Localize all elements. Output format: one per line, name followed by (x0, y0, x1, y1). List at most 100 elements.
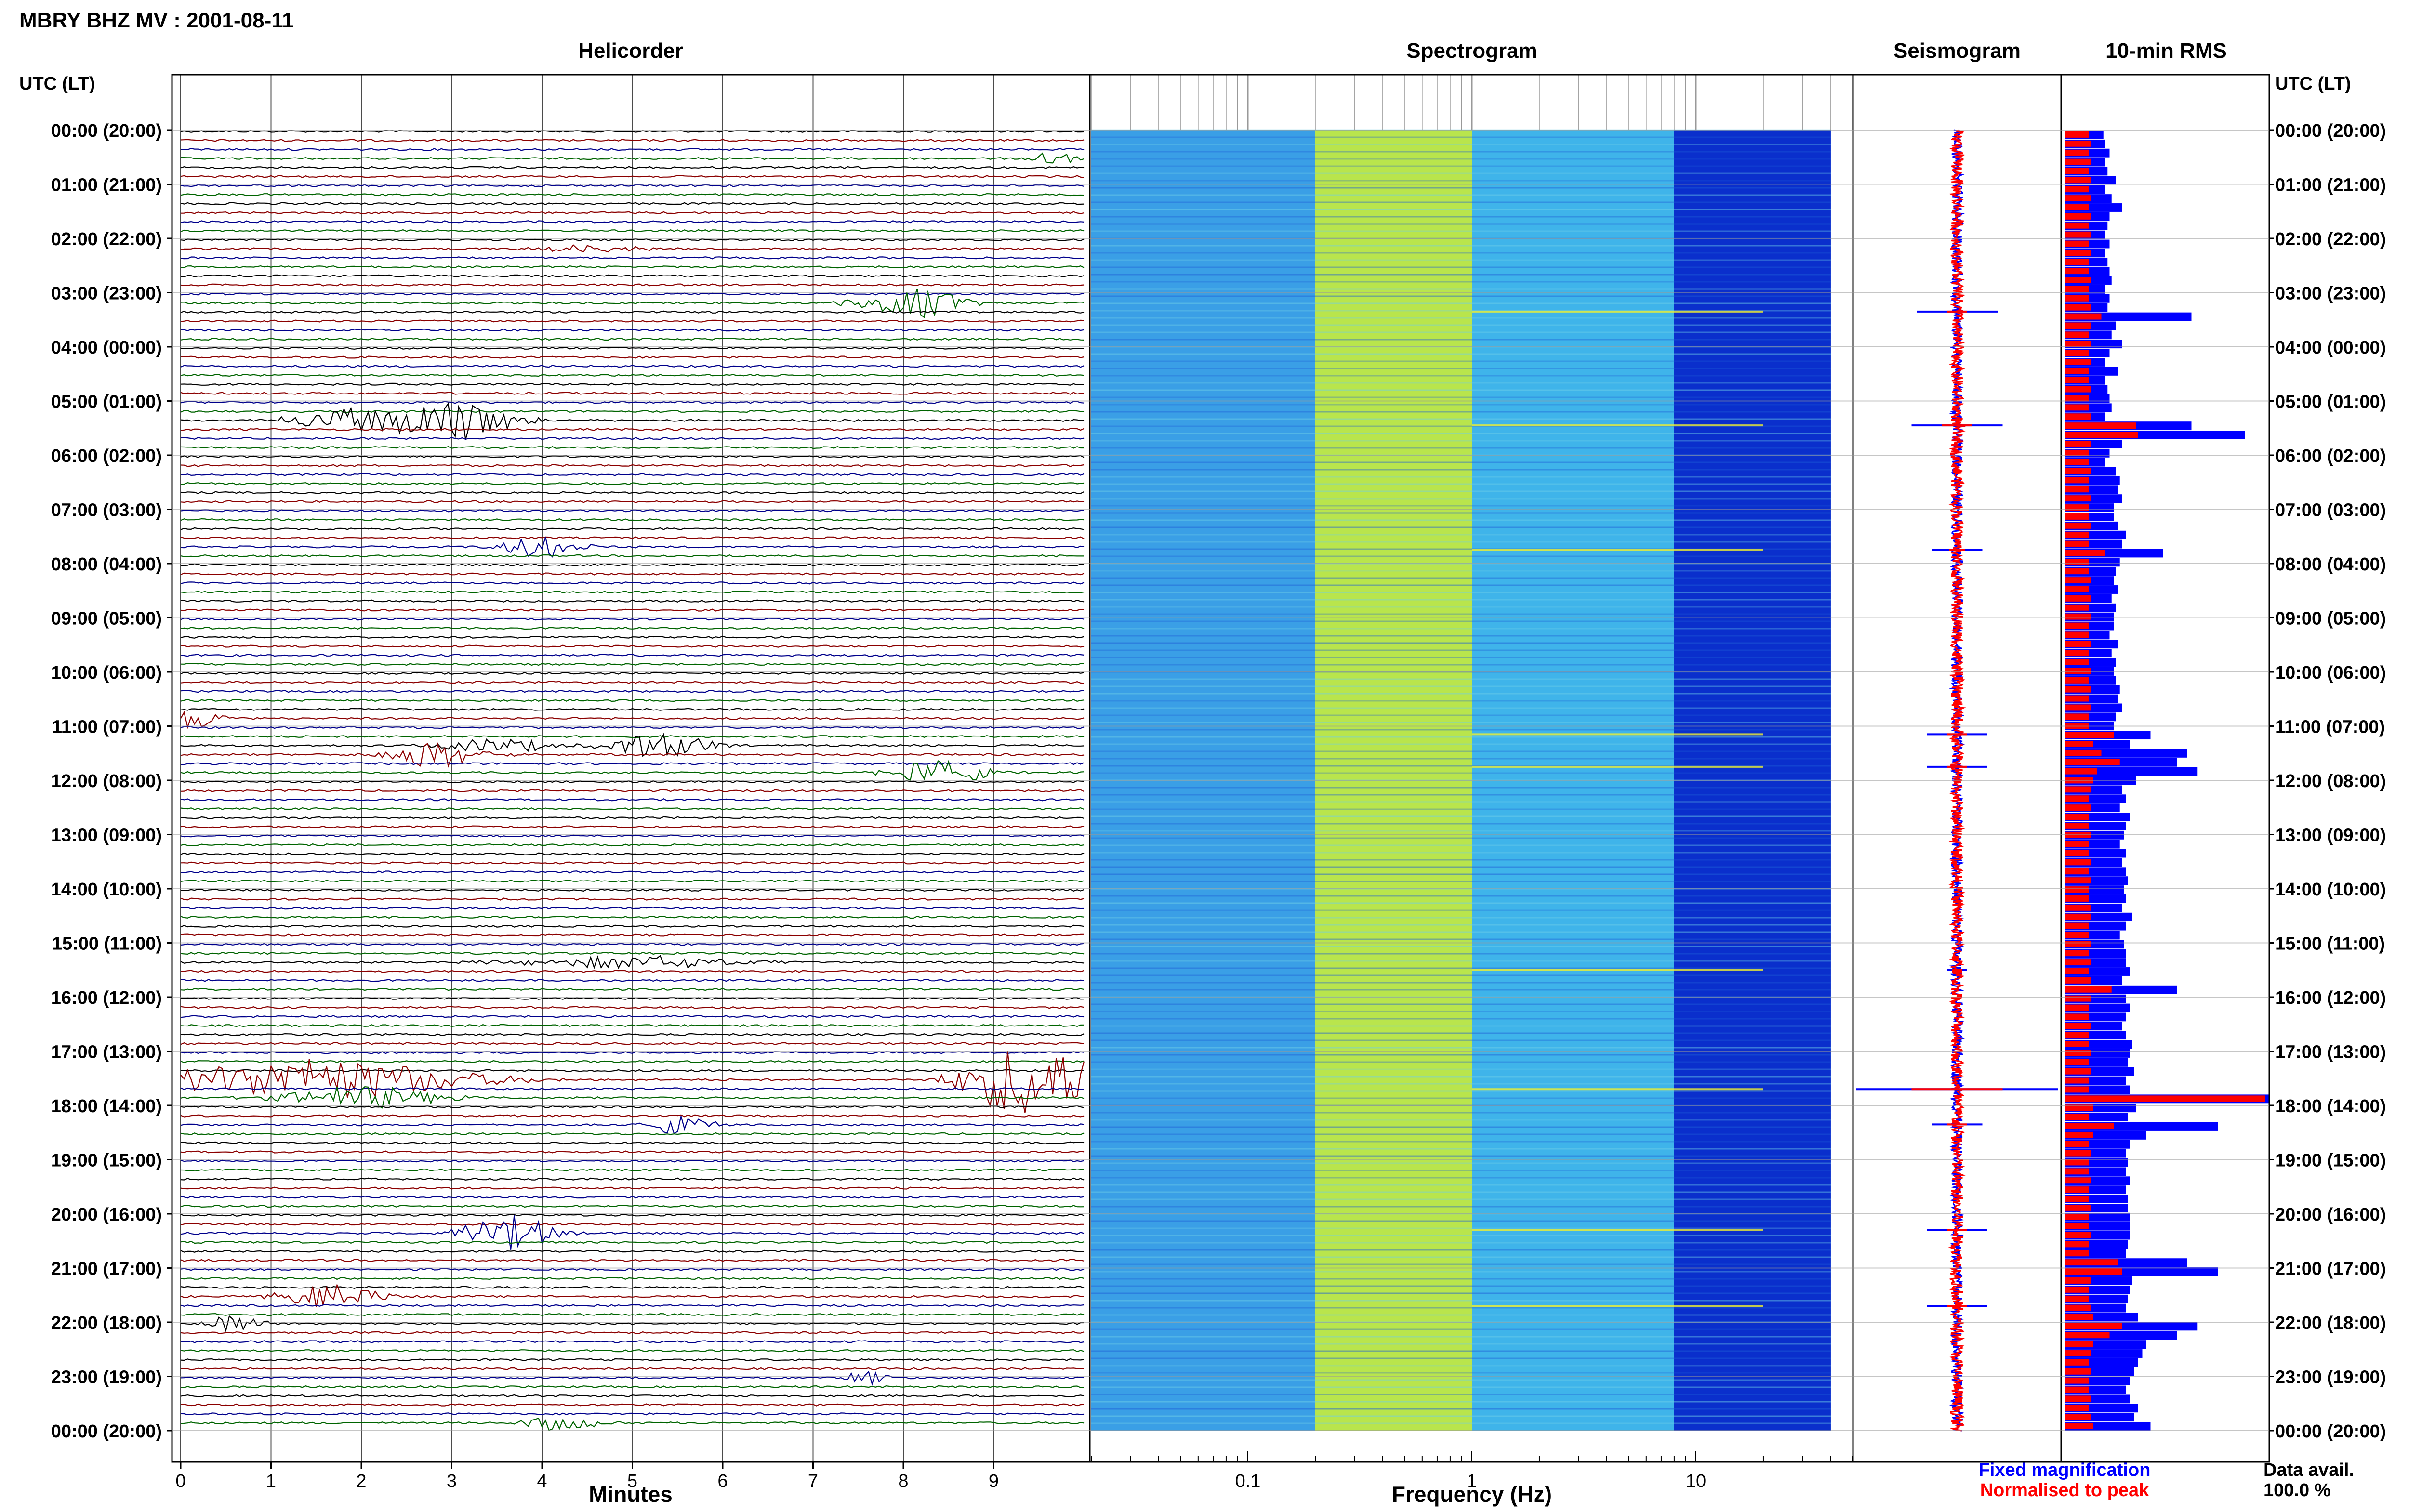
helicorder-trace (180, 211, 1085, 214)
hour-tick-label-right: 23:00 (19:00) (2275, 1367, 2386, 1388)
minute-tick-label: 9 (989, 1471, 999, 1491)
hour-tick-label-left: 19:00 (15:00) (51, 1151, 162, 1171)
helicorder-trace (180, 265, 1085, 269)
helicorder-frame (171, 74, 1091, 1463)
helicorder-trace (180, 1370, 1085, 1386)
helicorder-trace (180, 1177, 1085, 1181)
helicorder-trace (180, 852, 1085, 855)
hour-tick-label-right: 01:00 (21:00) (2275, 175, 2386, 196)
helicorder-trace (180, 220, 1085, 224)
helicorder-trace (180, 955, 1085, 970)
rms-normalised-bar (2065, 1213, 2089, 1220)
rms-normalised-bar (2065, 1241, 2089, 1248)
helicorder-trace (180, 780, 1085, 783)
helicorder-trace (180, 671, 1085, 675)
rms-normalised-bar (2065, 522, 2091, 529)
hour-tick-label-right: 05:00 (01:00) (2275, 392, 2386, 412)
helicorder-trace (180, 1417, 1085, 1431)
hour-tick-label-left: 03:00 (23:00) (51, 284, 162, 304)
minute-tick-label: 0 (175, 1471, 185, 1491)
rms-normalised-bar (2065, 950, 2089, 957)
rms-normalised-bar (2065, 804, 2091, 811)
rms-normalised-bar (2065, 495, 2091, 502)
helicorder-trace (180, 1116, 1085, 1135)
rms-normalised-bar (2065, 1386, 2089, 1393)
minute-tick-label: 1 (266, 1471, 276, 1491)
rms-normalised-bar (2065, 868, 2089, 875)
rms-normalised-bar (2065, 1131, 2093, 1138)
rms-normalised-bar (2065, 713, 2089, 720)
rms-normalised-bar (2065, 231, 2091, 238)
hour-tick-label-right: 19:00 (15:00) (2275, 1151, 2386, 1171)
helicorder-trace (180, 843, 1085, 847)
rms-normalised-bar (2065, 468, 2091, 474)
rms-normalised-bar (2065, 1059, 2089, 1065)
hour-tick-label-left: 18:00 (14:00) (51, 1096, 162, 1117)
rms-fixed-bar (2065, 767, 2198, 776)
helicorder-trace (180, 698, 1085, 702)
hour-tick-label-right: 17:00 (13:00) (2275, 1042, 2386, 1063)
hour-tick-label-right: 07:00 (03:00) (2275, 500, 2386, 521)
hour-tick-label-right: 04:00 (00:00) (2275, 338, 2386, 358)
helicorder-trace (180, 428, 1085, 431)
helicorder-trace (180, 733, 1085, 757)
rms-normalised-bar (2065, 768, 2097, 775)
helicorder-trace (180, 1223, 1084, 1226)
rms-normalised-bar (2065, 386, 2091, 393)
rms-normalised-bar (2065, 995, 2091, 1002)
helicorder-trace (180, 1060, 1085, 1064)
helicorder-trace (180, 1006, 1085, 1009)
hour-tick-label-right: 00:00 (20:00) (2275, 121, 2386, 141)
helicorder-trace (180, 1286, 1085, 1289)
rms-normalised-bar (2065, 268, 2089, 275)
rms-normalised-bar (2065, 295, 2089, 302)
rms-normalised-bar (2065, 1250, 2089, 1257)
helicorder-trace (180, 572, 1085, 576)
rms-normalised-bar (2065, 631, 2089, 638)
minute-tick-label: 8 (898, 1471, 908, 1491)
rms-normalised-bar (2065, 368, 2089, 374)
rms-normalised-bar (2065, 1259, 2118, 1266)
hour-tick-label-left: 04:00 (00:00) (51, 338, 162, 358)
hour-tick-label-right: 18:00 (14:00) (2275, 1096, 2386, 1117)
rms-normalised-bar (2065, 595, 2091, 602)
helicorder-trace (180, 825, 1085, 828)
rms-normalised-bar (2065, 1323, 2122, 1329)
helicorder-trace (180, 760, 1085, 781)
rms-normalised-bar (2065, 1405, 2089, 1411)
rms-normalised-bar (2065, 513, 2089, 520)
rms-normalised-bar (2065, 1232, 2091, 1238)
helicorder-trace (180, 1204, 1085, 1208)
rms-normalised-bar (2065, 149, 2089, 156)
rms-normalised-bar (2065, 941, 2091, 947)
helicorder-trace (180, 608, 1085, 612)
rms-normalised-bar (2065, 1159, 2089, 1166)
helicorder-trace (180, 834, 1085, 838)
rms-normalised-bar (2065, 477, 2089, 484)
rms-normalised-bar (2065, 677, 2089, 684)
helicorder-trace (180, 473, 1085, 476)
helicorder-trace (180, 915, 1085, 919)
spectrogram-plot: 0.1 1 10 (1091, 75, 1853, 1491)
hour-tick-label-right: 12:00 (08:00) (2275, 771, 2386, 791)
helicorder-trace (180, 554, 1085, 558)
helicorder-trace (180, 997, 1085, 1000)
helicorder-trace (180, 1403, 1085, 1407)
helicorder-trace (180, 346, 1085, 350)
hour-tick-label-right: 00:00 (20:00) (2275, 1421, 2386, 1442)
helicorder-trace (180, 292, 1085, 296)
helicorder-trace (180, 1313, 1085, 1316)
helicorder-trace (180, 1215, 1085, 1250)
rms-normalised-bar (2065, 704, 2091, 711)
rms-normalised-bar (2065, 322, 2091, 329)
rms-normalised-bar (2065, 1150, 2091, 1157)
rms-normalised-bar (2065, 659, 2089, 665)
helicorder-trace (180, 1412, 1085, 1416)
rms-normalised-bar (2065, 531, 2089, 538)
rms-normalised-bar (2065, 486, 2089, 493)
helicorder-trace (180, 437, 1085, 440)
rms-normalised-bar (2065, 1304, 2091, 1311)
helicorder-trace (180, 537, 1085, 558)
helicorder-trace (180, 1304, 1085, 1307)
